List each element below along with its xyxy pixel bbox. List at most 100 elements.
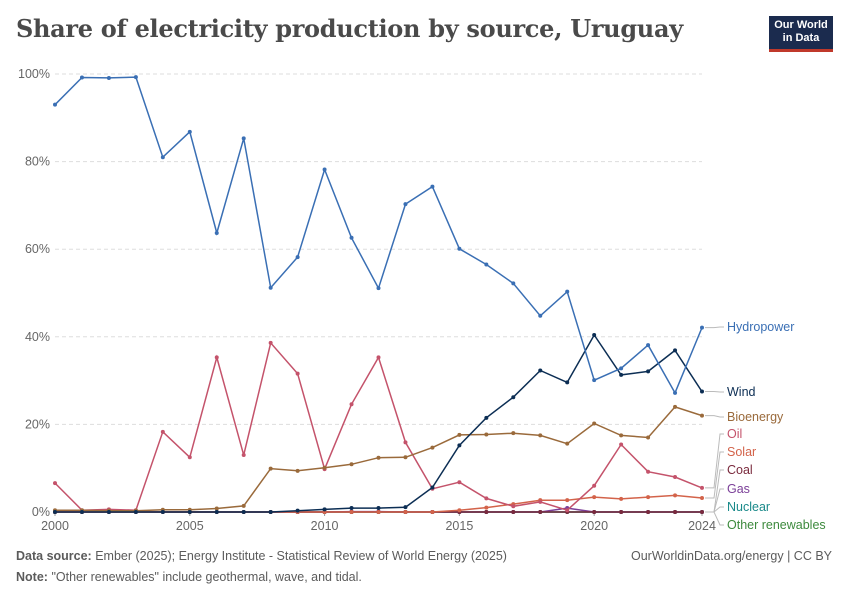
series-label: Coal: [727, 463, 753, 477]
y-tick-label: 0%: [32, 505, 50, 519]
data-point: [565, 380, 570, 385]
data-point: [619, 496, 624, 501]
data-point: [457, 246, 462, 251]
series-label: Wind: [727, 385, 756, 399]
data-point: [592, 333, 597, 338]
data-point: [160, 155, 165, 160]
data-point: [565, 441, 570, 446]
data-point: [160, 510, 165, 514]
data-point: [106, 510, 111, 514]
x-tick-label: 2000: [41, 519, 69, 533]
legend-connector: [705, 451, 724, 499]
data-point: [538, 499, 543, 504]
data-point: [565, 289, 570, 294]
data-point: [79, 75, 84, 80]
data-point: [295, 371, 300, 376]
series-label: Solar: [727, 445, 756, 459]
data-point: [349, 510, 354, 514]
data-point: [376, 455, 381, 460]
data-point: [430, 445, 435, 450]
data-point: [403, 510, 408, 514]
data-point: [403, 505, 408, 510]
legend-connector: [705, 511, 724, 526]
data-point: [592, 378, 597, 383]
data-point: [322, 507, 327, 512]
data-point: [592, 421, 597, 426]
data-point: [565, 498, 570, 503]
data-point: [565, 508, 570, 513]
chart-title: Share of electricity production by sourc…: [16, 14, 683, 43]
data-point: [484, 510, 489, 514]
data-point: [457, 480, 462, 485]
data-point: [322, 465, 327, 470]
data-point: [484, 415, 489, 420]
data-point: [376, 355, 381, 360]
data-point: [133, 75, 138, 80]
data-point: [214, 230, 219, 235]
series-label: Gas: [727, 482, 750, 496]
data-point: [53, 481, 57, 486]
data-point: [349, 462, 354, 467]
data-point: [268, 510, 273, 514]
chart-note: Note: "Other renewables" include geother…: [16, 570, 362, 584]
data-point: [214, 510, 219, 514]
data-point: [403, 440, 408, 445]
data-point: [241, 503, 246, 508]
data-point: [214, 355, 219, 360]
data-point: [673, 474, 678, 479]
owid-logo[interactable]: Our World in Data: [769, 16, 833, 52]
data-point: [79, 510, 84, 514]
data-point: [295, 508, 300, 513]
data-point: [430, 510, 435, 514]
data-point: [295, 255, 300, 260]
y-tick-label: 60%: [25, 242, 50, 256]
series-label: Nuclear: [727, 500, 770, 514]
data-point: [403, 202, 408, 207]
data-point: [187, 455, 192, 460]
series-line-hydropower: [54, 76, 703, 395]
data-point: [646, 343, 651, 348]
data-point: [673, 390, 678, 395]
data-point: [484, 262, 489, 267]
data-point: [187, 129, 192, 134]
data-point: [484, 505, 489, 510]
series-label: Hydropower: [727, 320, 794, 334]
data-point: [376, 286, 381, 291]
data-point: [673, 404, 678, 409]
logo-line-2: in Data: [782, 32, 820, 44]
data-point: [619, 442, 624, 447]
data-point: [322, 167, 327, 172]
data-point: [592, 495, 597, 500]
data-point: [538, 433, 543, 438]
x-tick-label: 2005: [176, 519, 204, 533]
data-point: [187, 510, 192, 514]
data-point: [511, 281, 516, 286]
data-point: [241, 453, 246, 458]
data-point: [646, 435, 651, 440]
data-point: [376, 510, 381, 514]
series-label: Oil: [727, 427, 742, 441]
legend-connector: [705, 433, 724, 489]
data-point: [538, 313, 543, 318]
legend-connector: [705, 326, 724, 329]
data-source: Data source: Ember (2025); Energy Instit…: [16, 549, 507, 563]
data-point: [214, 506, 219, 511]
note-text: "Other renewables" include geothermal, w…: [51, 570, 362, 584]
y-tick-label: 80%: [25, 155, 50, 169]
series-line-oil: [54, 341, 703, 512]
data-point: [619, 372, 624, 377]
data-point: [538, 510, 543, 514]
data-point: [457, 508, 462, 513]
data-point: [700, 495, 704, 500]
y-tick-label: 40%: [25, 330, 50, 344]
data-point: [430, 184, 435, 189]
data-source-label: Data source:: [16, 549, 92, 563]
data-point: [673, 348, 678, 353]
data-point: [700, 389, 704, 394]
data-point: [403, 455, 408, 460]
data-point: [484, 496, 489, 501]
credit-link[interactable]: OurWorldinData.org/energy | CC BY: [630, 549, 832, 563]
data-point: [349, 506, 354, 511]
data-point: [619, 366, 624, 371]
